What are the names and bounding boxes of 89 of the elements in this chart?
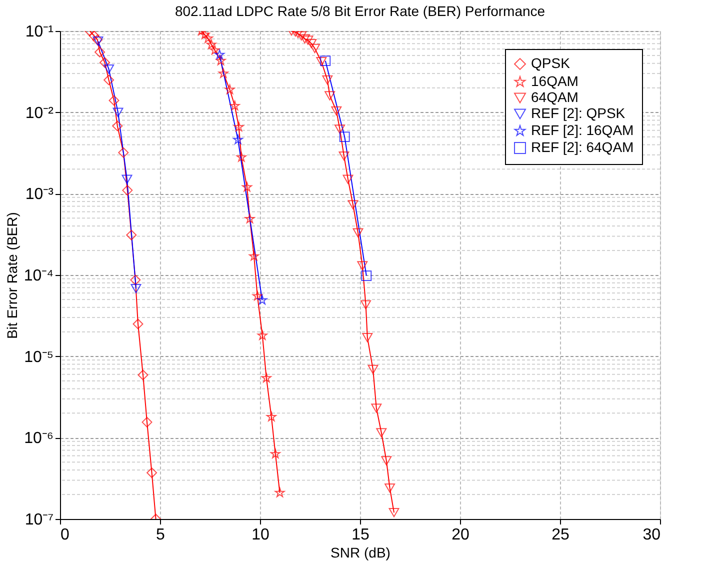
point: [244, 214, 255, 224]
point: [122, 185, 133, 196]
y-tick-label: 10⁻¹: [25, 24, 54, 40]
legend-label: REF [2]: 16QAM: [531, 122, 634, 138]
point: [357, 261, 368, 270]
legend-label: REF [2]: QPSK: [531, 105, 626, 121]
point: [381, 456, 392, 466]
point: [100, 57, 110, 68]
point: [360, 300, 372, 310]
point: [142, 416, 152, 428]
point: [242, 182, 252, 192]
point: [338, 151, 350, 161]
point: [88, 31, 100, 41]
x-tick-label: 5: [156, 526, 166, 544]
point: [230, 100, 240, 110]
point: [118, 147, 129, 158]
x-axis-title: SNR (dB): [330, 544, 390, 560]
legend-label: QPSK: [531, 55, 571, 71]
point: [104, 64, 114, 74]
point: [206, 39, 216, 49]
point: [270, 448, 280, 458]
y-tick-label: 10⁻⁴: [24, 268, 54, 284]
y-tick-label: 10⁻⁵: [24, 348, 54, 366]
point: [334, 124, 346, 134]
point: [236, 152, 246, 162]
point: [257, 294, 268, 305]
point: [352, 228, 364, 238]
point: [274, 488, 285, 498]
point: [94, 46, 106, 58]
point: [216, 56, 226, 66]
point: [130, 284, 142, 294]
chart-title: 802.11ad LDPC Rate 5/8 Bit Error Rate (BER) Performance: [174, 3, 546, 19]
point: [342, 174, 354, 184]
point: [138, 370, 148, 380]
point: [108, 95, 120, 106]
legend-label: 16QAM: [531, 73, 578, 89]
x-tick-label: 20: [452, 526, 470, 544]
point: [257, 330, 268, 340]
point: [122, 174, 132, 184]
point: [210, 45, 220, 55]
point: [348, 200, 358, 210]
point: [296, 31, 307, 41]
point: [224, 84, 235, 94]
x-tick-label: 10: [252, 526, 270, 544]
point: [146, 468, 158, 478]
point: [126, 230, 137, 240]
point: [300, 34, 310, 44]
point: [232, 134, 244, 144]
point: [388, 508, 400, 518]
y-tick-label: 10⁻⁷: [24, 512, 54, 528]
point: [248, 251, 260, 261]
x-tick-label: 30: [642, 526, 661, 544]
x-tick-label: 25: [552, 526, 570, 544]
point: [362, 332, 373, 342]
point: [218, 68, 228, 78]
point: [322, 75, 333, 85]
point: [371, 404, 382, 413]
x-tick-label: 15: [352, 526, 370, 544]
point: [324, 91, 336, 100]
point: [320, 56, 331, 66]
point: [202, 33, 214, 43]
point: [316, 57, 327, 66]
point: [302, 36, 314, 45]
legend-label: REF [2]: 64QAM: [531, 139, 634, 155]
point: [200, 31, 210, 40]
point: [361, 270, 372, 281]
point: [252, 290, 262, 300]
y-tick-label: 10⁻²: [25, 104, 54, 122]
point: [112, 120, 123, 132]
y-tick-label: 10⁻⁶: [24, 430, 54, 448]
point: [306, 38, 317, 48]
point: [130, 274, 141, 286]
legend-label: 64QAM: [531, 89, 578, 105]
x-tick-label: 0: [60, 526, 70, 544]
point: [234, 122, 244, 132]
y-axis-title: Bit Error Rate (BER): [4, 212, 20, 339]
point: [368, 364, 378, 374]
point: [310, 44, 320, 54]
point: [104, 74, 114, 86]
point: [132, 318, 144, 330]
point: [112, 108, 124, 117]
point: [261, 372, 272, 382]
point: [384, 483, 396, 493]
point: [339, 132, 350, 142]
y-tick-label: 10⁻³: [25, 186, 54, 204]
point: [376, 428, 387, 438]
point: [331, 106, 342, 116]
point: [266, 412, 276, 422]
point: [214, 50, 225, 60]
